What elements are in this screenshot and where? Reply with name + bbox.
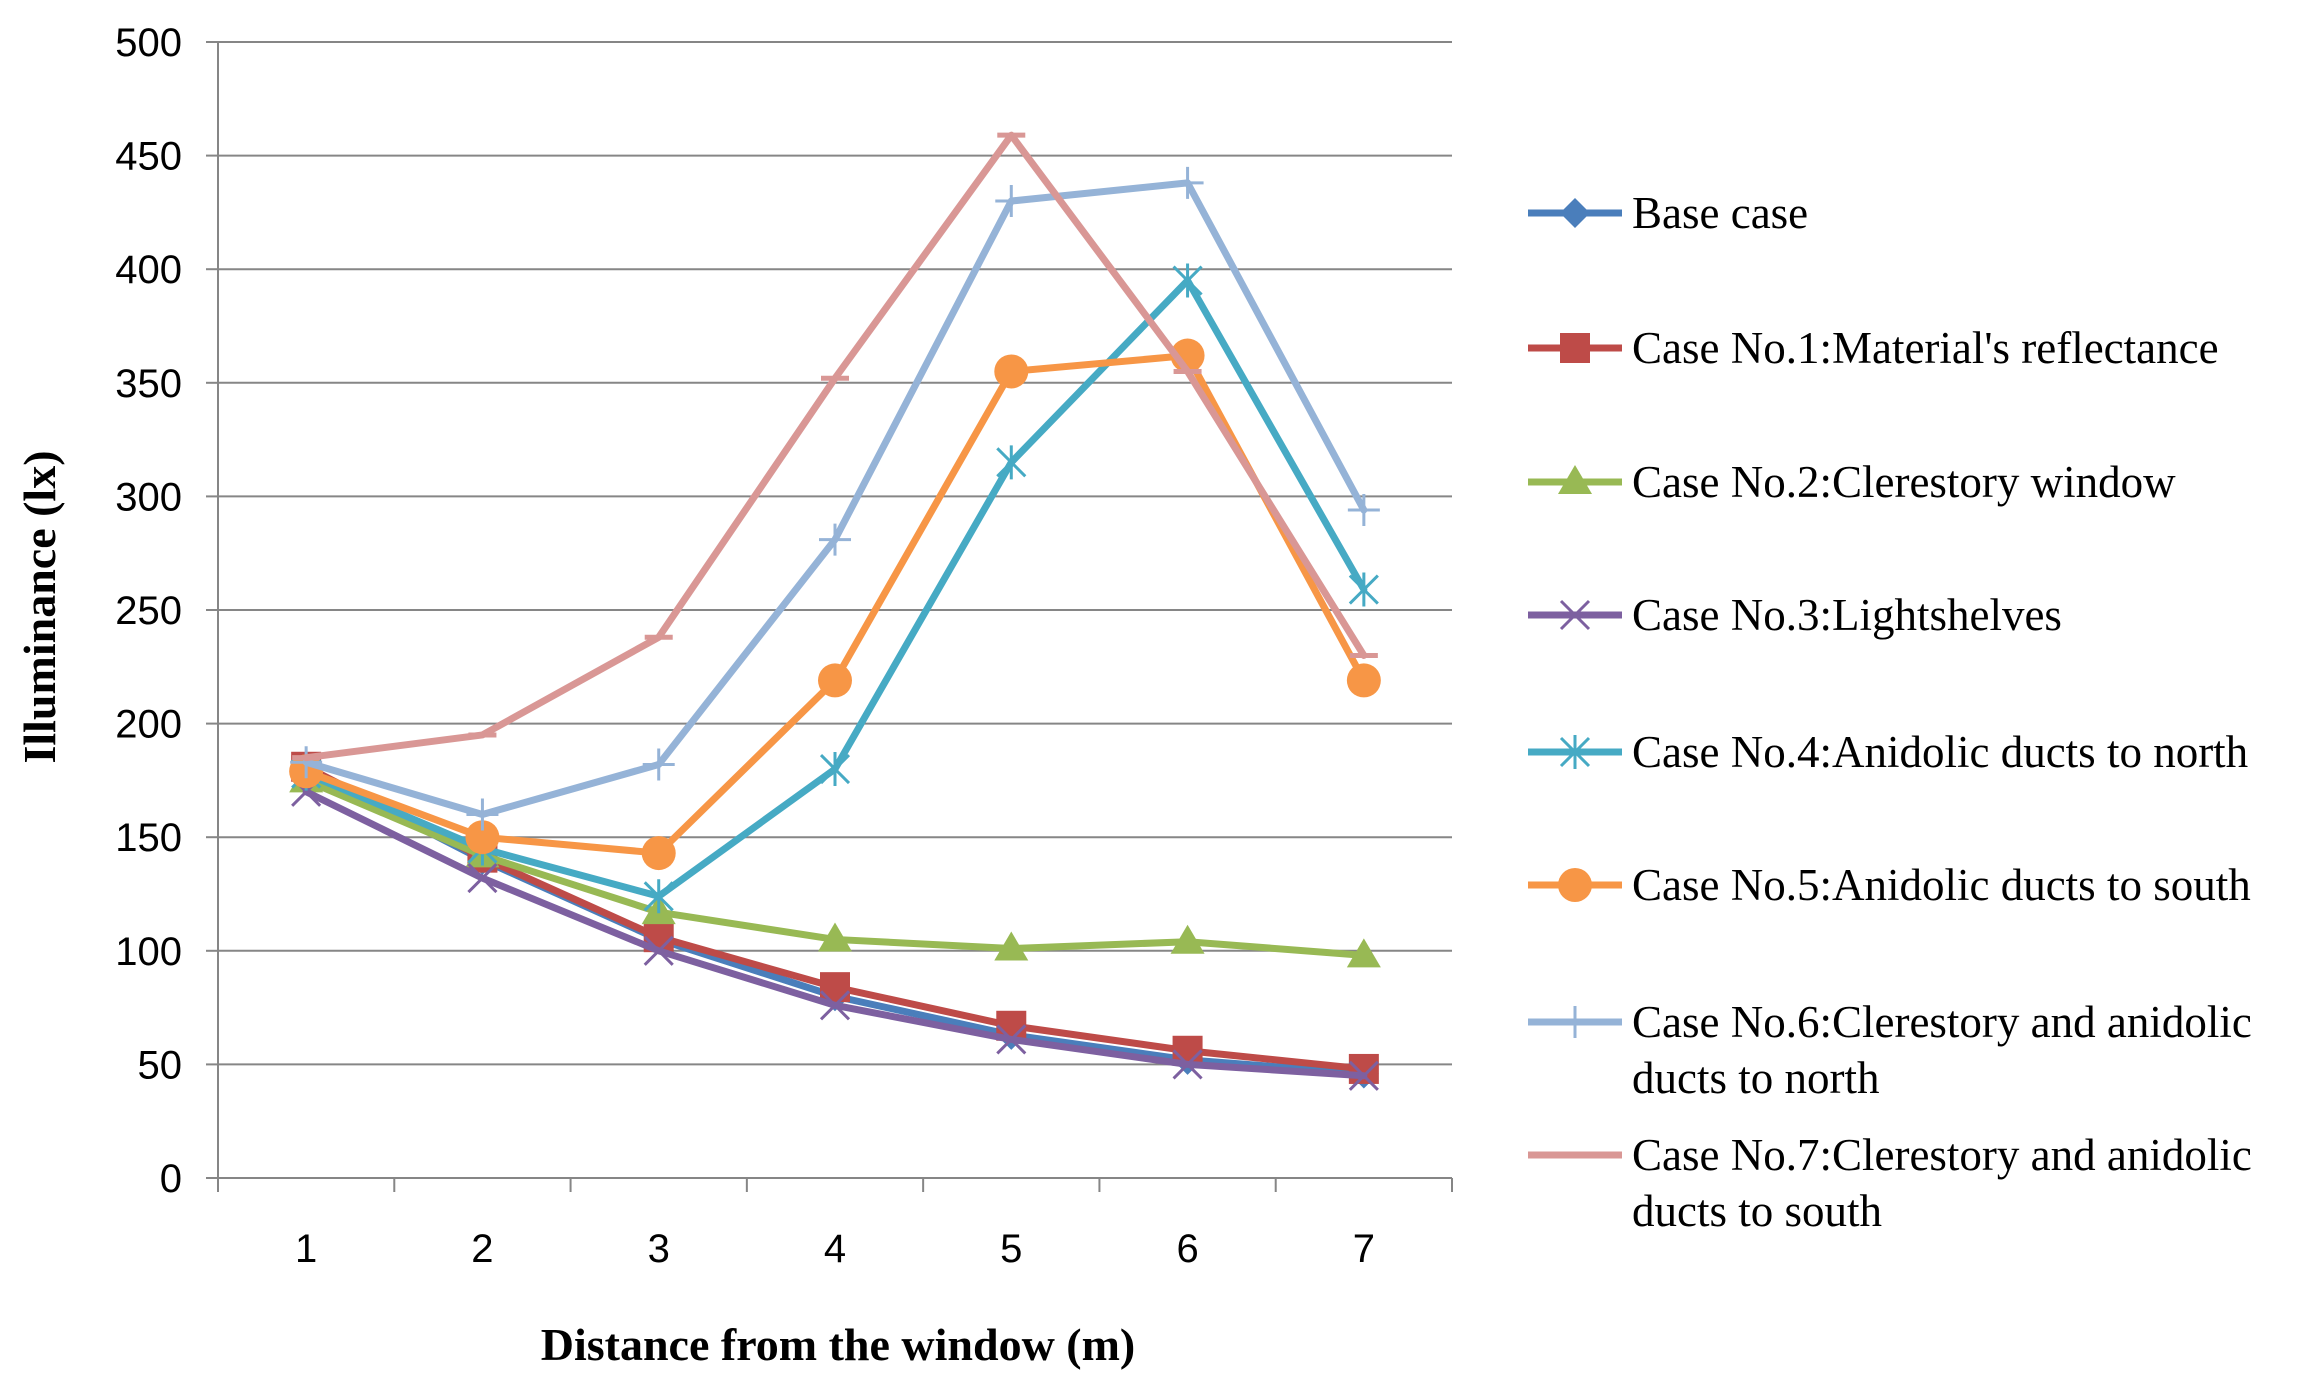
legend-label: ducts to south [1632,1186,1882,1236]
legend-label: Case No.4:Anidolic ducts to north [1632,727,2248,777]
legend-item-1: Case No.1:Material's reflectance [1528,323,2219,373]
legend-label: Case No.5:Anidolic ducts to south [1632,860,2251,910]
legend-label: ducts to north [1632,1053,1879,1103]
data-point [1172,1049,1203,1080]
legend: Base case Case No.1:Material's reflectanc… [1528,188,2252,1236]
x-tick-label: 7 [1353,1227,1375,1271]
series-lines [289,131,1381,1091]
data-point [1346,938,1381,968]
data-point [290,746,323,779]
legend-marker [1559,599,1591,631]
series-line [302,179,1368,818]
legend-item-2: Case No.2:Clerestory window [1528,457,2176,507]
data-point [1348,1060,1379,1091]
x-tick-label: 5 [1000,1227,1022,1271]
legend-marker [1559,1006,1591,1038]
legend-item-3: Case No.3:Lightshelves [1528,590,2062,640]
x-tick-label: 6 [1176,1227,1198,1271]
y-tick-label: 50 [138,1043,183,1087]
data-point [466,798,499,831]
data-point [641,836,676,871]
legend-item-7: Case No.7:Clerestory and anidolic ducts t… [1528,1130,2252,1236]
y-tick-label: 500 [115,21,182,65]
legend-marker [1559,735,1591,769]
data-point [465,820,500,855]
data-point [996,1024,1027,1055]
series-7 [292,131,1378,762]
data-point [818,922,852,952]
data-point [643,879,674,914]
data-point [1170,924,1205,954]
y-tick-label: 100 [115,930,182,974]
series-4 [291,263,1379,914]
data-point [994,354,1029,389]
y-tick-label: 200 [115,703,182,747]
legend-label: Case No.7:Clerestory and anidolic [1632,1130,2252,1180]
legend-marker [1558,465,1592,494]
data-point [467,863,498,894]
data-point [819,752,851,787]
data-point [1347,494,1380,527]
x-tick-label: 4 [824,1227,846,1271]
data-point [642,748,675,781]
data-point [820,972,850,1003]
series-1 [291,751,1379,1084]
y-tick-label: 250 [115,589,182,633]
y-tick-label: 150 [115,816,182,860]
data-point [995,185,1028,218]
legend-marker [1560,333,1590,363]
y-tick-label: 350 [115,362,182,406]
axes: 0 50 100 150 200 250 300 350 400 450 500 1 2 3 4 5 6 7 [115,21,1453,1271]
legend-marker [1560,198,1590,228]
series-line [302,765,1368,1077]
legend-item-5: Case No.5:Anidolic ducts to south [1528,860,2251,910]
y-axis-title: Illuminance (lx) [14,450,65,763]
series-6 [290,166,1380,831]
y-tick-label: 400 [115,248,182,292]
legend-label: Case No.3:Lightshelves [1632,590,2062,640]
legend-item-4: Case No.4:Anidolic ducts to north [1528,727,2248,777]
data-point [1172,263,1203,298]
data-point [819,990,851,1021]
legend-item-0: Base case [1528,188,1808,238]
legend-marker [1558,868,1592,902]
x-tick-label: 1 [295,1227,317,1271]
y-tick-label: 450 [115,135,182,179]
data-point [1348,1053,1379,1084]
data-point [643,935,674,966]
legend-label: Case No.6:Clerestory and anidolic [1632,997,2252,1047]
legend-label: Base case [1632,188,1808,238]
x-tick-label: 3 [648,1227,670,1271]
y-tick-label: 0 [160,1157,182,1201]
data-point [819,523,851,556]
x-axis-title: Distance from the window (m) [541,1319,1136,1370]
data-point [818,663,852,698]
legend-label: Case No.1:Material's reflectance [1632,323,2219,373]
gridlines [218,41,1452,1066]
data-point [1346,663,1381,698]
x-tick-label: 2 [471,1227,493,1271]
data-point [996,445,1027,480]
data-point [1171,166,1204,199]
data-point [994,931,1029,961]
legend-item-6: Case No.6:Clerestory and anidolic ducts t… [1528,997,2252,1103]
y-tick-label: 300 [115,475,182,519]
data-point [1348,572,1379,607]
legend-label: Case No.2:Clerestory window [1632,457,2176,507]
